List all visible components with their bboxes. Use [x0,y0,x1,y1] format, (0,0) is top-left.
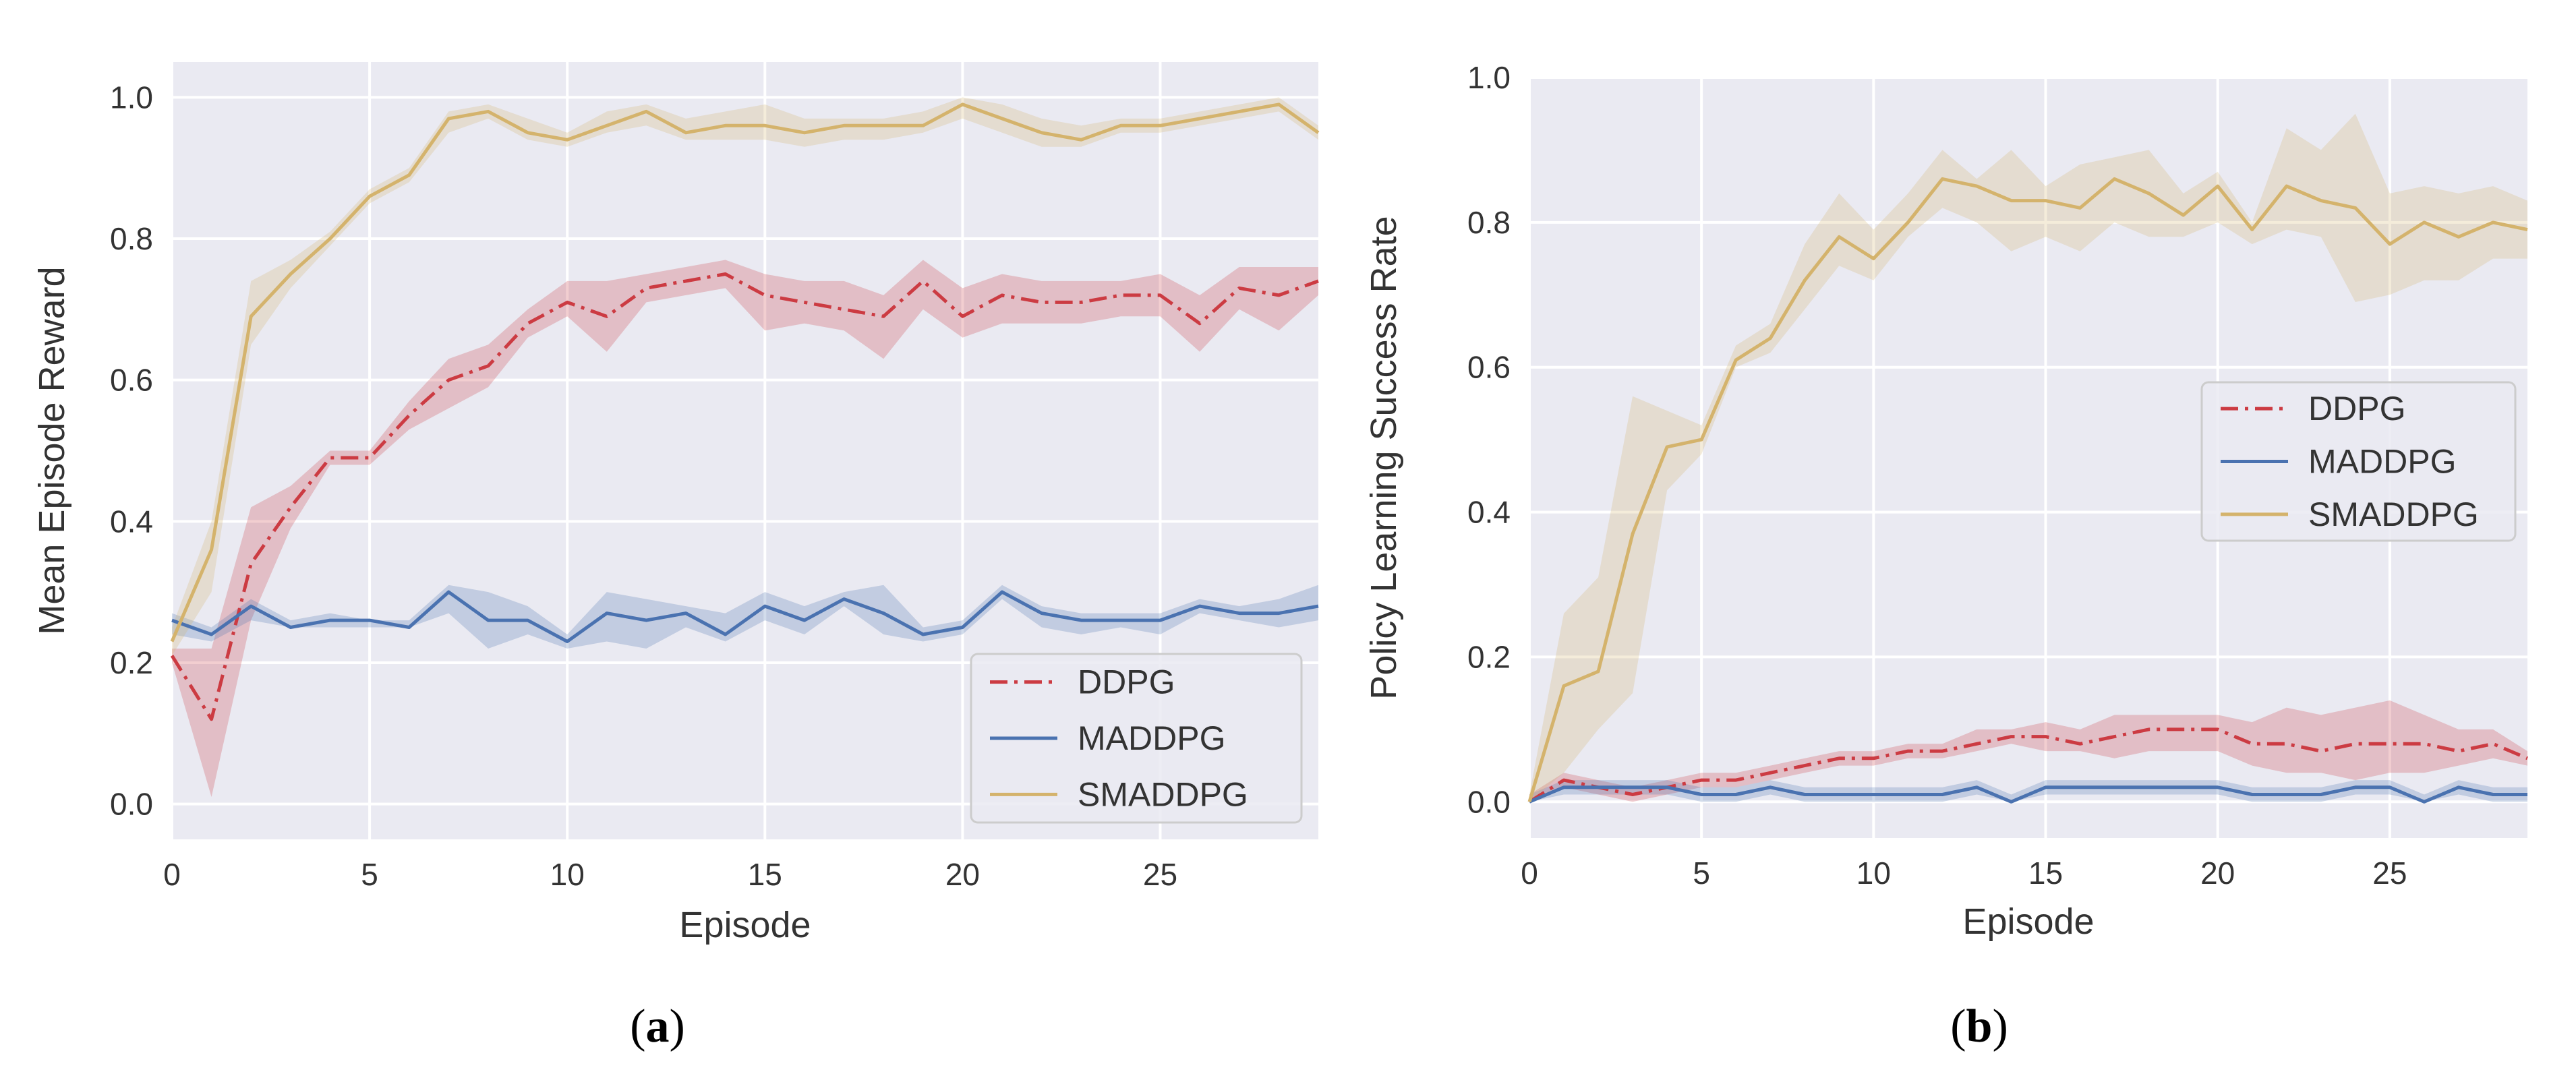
legend-label-maddpg: MADDPG [2308,443,2456,481]
legend-label-ddpg: DDPG [2308,390,2405,427]
y-tick-label: 0.6 [1467,350,1511,385]
legend-label-smaddpg: SMADDPG [1078,775,1248,813]
caption-letter-a: a [646,1000,670,1052]
y-tick-label: 0.2 [1467,639,1511,674]
legend-box [970,653,1303,824]
y-tick-label: 0.2 [110,645,153,680]
y-tick-label: 0.0 [1467,784,1511,819]
band-ddpg [172,260,1318,798]
line-maddpg [1529,785,2527,804]
y-axis-label-b: Policy Learning Success Rate [1364,216,1404,699]
y-axis-label-a: Mean Episode Reward [32,266,72,634]
legend-box [2200,381,2517,542]
line-smaddpg [170,102,1320,642]
x-tick-label: 15 [2028,856,2063,891]
y-tick-label: 0.8 [110,221,153,256]
panel-a: 0 5 10 15 20 25 0.0 0.2 0.4 0.6 0.8 1.0 Episode Me… [32,62,1320,1052]
legend-label-maddpg: MADDPG [1078,719,1225,757]
x-tick-label: 10 [550,857,585,892]
legend-label-smaddpg: SMADDPG [2308,496,2479,533]
band-maddpg [1529,780,2527,802]
x-tick-label: 15 [748,857,782,892]
y-tick-label: 1.0 [110,80,153,115]
y-ticks-b: 0.0 0.2 0.4 0.6 0.8 1.0 [1467,60,1511,819]
y-tick-label: 1.0 [1467,60,1511,95]
confidence-bands-b [1529,113,2527,802]
gridlines-a [171,62,1318,839]
caption-a: (a) [630,1000,685,1052]
caption-letter-b: b [1966,1000,1993,1052]
x-axis-label-b: Episode [1962,901,2094,942]
panel-b: 0 5 10 15 20 25 0.0 0.2 0.4 0.6 0.8 1.0 Episode Po… [1364,60,2528,1052]
y-tick-label: 0.0 [110,787,153,822]
x-tick-label: 25 [1143,857,1177,892]
x-tick-label: 5 [1693,856,1710,891]
legend-label-ddpg: DDPG [1078,663,1175,701]
x-tick-label: 25 [2372,856,2407,891]
x-tick-label: 20 [945,857,980,892]
legend-b: DDPG MADDPG SMADDPG [2200,381,2517,542]
x-ticks-a: 0 5 10 15 20 25 [163,857,1177,892]
line-maddpg [171,590,1319,643]
y-tick-label: 0.4 [110,504,153,539]
legend-a: DDPG MADDPG SMADDPG [970,653,1303,824]
series-lines-b [1527,177,2528,804]
line-ddpg [170,272,1319,721]
x-tick-label: 10 [1856,856,1891,891]
x-tick-label: 0 [1521,856,1538,891]
line-ddpg [1528,727,2528,804]
y-tick-label: 0.6 [110,363,153,398]
x-axis-label-a: Episode [679,905,811,945]
series-lines-a [170,102,1320,721]
x-tick-label: 0 [163,857,181,892]
y-tick-label: 0.4 [1467,495,1511,530]
band-ddpg [1529,700,2527,802]
x-ticks-b: 0 5 10 15 20 25 [1521,856,2407,891]
caption-b: (b) [1950,1000,2008,1052]
y-ticks-a: 0.0 0.2 0.4 0.6 0.8 1.0 [110,80,153,821]
y-tick-label: 0.8 [1467,205,1511,240]
line-smaddpg [1527,177,2528,803]
x-tick-label: 5 [361,857,378,892]
x-tick-label: 20 [2200,856,2235,891]
